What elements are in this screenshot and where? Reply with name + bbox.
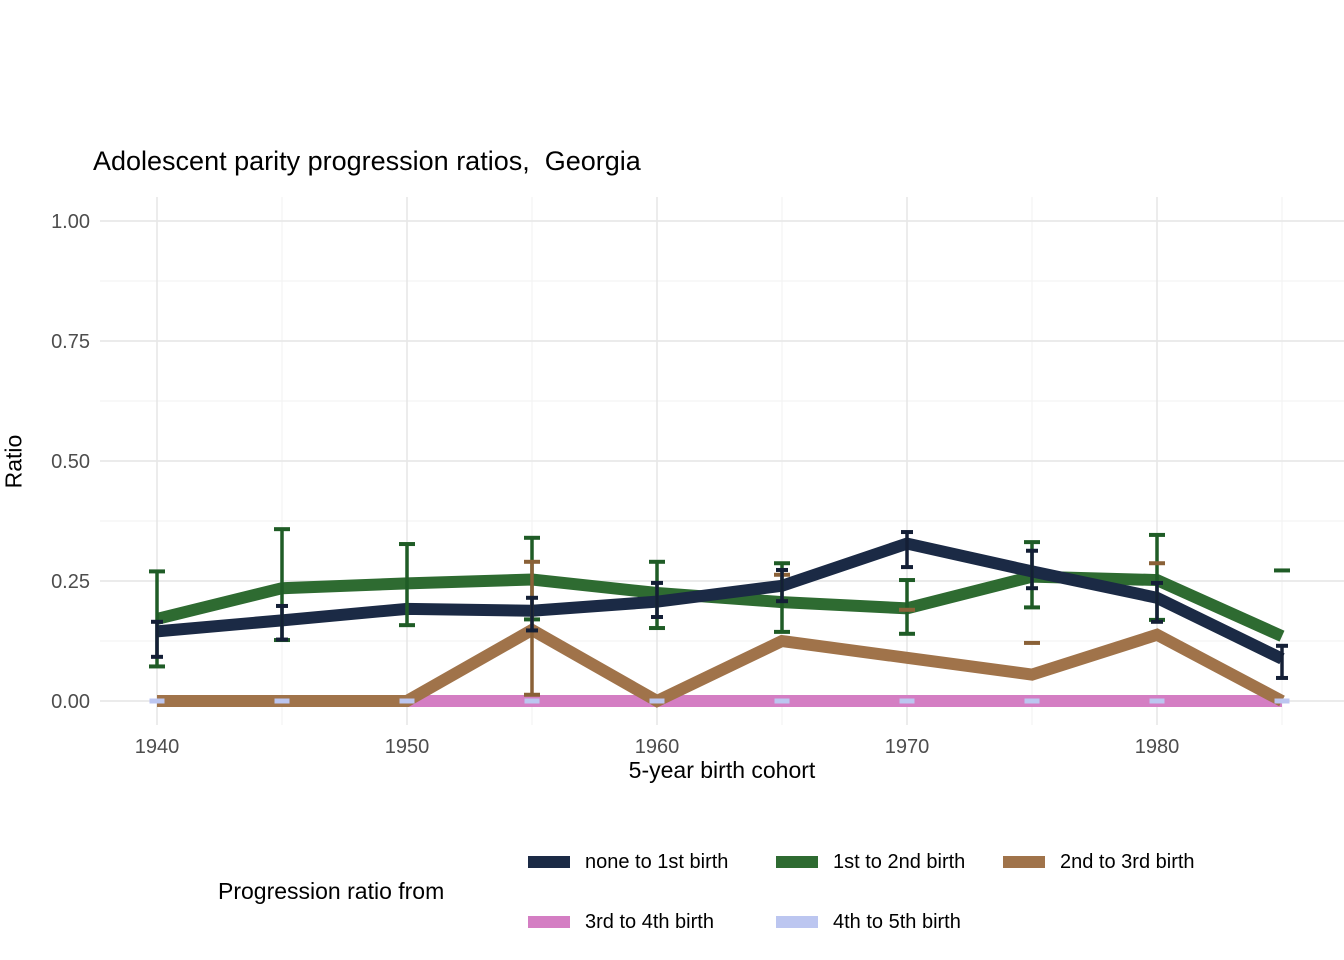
legend-key-swatch — [528, 856, 570, 868]
y-tick-label: 0.50 — [51, 451, 90, 473]
legend-title: Progression ratio from — [218, 878, 445, 904]
y-tick-label: 0.75 — [51, 331, 90, 353]
legend-item-label: 1st to 2nd birth — [833, 850, 966, 873]
y-tick-label: 0.25 — [51, 571, 90, 593]
legend-item-1st-to-2nd-birth: 1st to 2nd birth — [776, 850, 965, 874]
legend-item-4th-to-5th-birth: 4th to 5th birth — [776, 910, 961, 934]
y-axis-title: Ratio — [0, 434, 27, 489]
legend-item-none-to-1st-birth: none to 1st birth — [528, 850, 728, 874]
x-tick-label: 1970 — [885, 736, 930, 758]
legend-item-label: 3rd to 4th birth — [585, 910, 714, 933]
x-tick-label: 1980 — [1135, 736, 1180, 758]
legend-item-label: 4th to 5th birth — [833, 910, 961, 933]
legend-key-swatch — [1003, 856, 1045, 868]
legend-key-swatch — [776, 856, 818, 868]
x-tick-label: 1960 — [635, 736, 680, 758]
legend-key-swatch — [776, 916, 818, 928]
legend-item-2nd-to-3rd-birth: 2nd to 3rd birth — [1003, 850, 1195, 874]
x-axis-title: 5-year birth cohort — [628, 757, 816, 783]
x-tick-labels: 1940 1950 1960 1970 1980 — [135, 736, 1180, 758]
chart-title: Adolescent parity progression ratios, Ge… — [93, 146, 641, 176]
legend-item-label: none to 1st birth — [585, 850, 729, 873]
series-errorbars-none-to-1st-birth — [151, 530, 1288, 680]
y-tick-label: 1.00 — [51, 211, 90, 233]
y-tick-labels: 0.00 0.25 0.50 0.75 1.00 — [51, 211, 90, 713]
series-line-2nd-to-3rd-birth — [157, 623, 1285, 708]
series-line-none-to-1st-birth — [156, 537, 1285, 665]
x-tick-label: 1950 — [385, 736, 430, 758]
legend-item-label: 2nd to 3rd birth — [1060, 850, 1195, 873]
legend-key-swatch — [528, 916, 570, 928]
legend-item-3rd-to-4th-birth: 3rd to 4th birth — [528, 910, 714, 934]
x-tick-label: 1940 — [135, 736, 180, 758]
gridlines — [100, 197, 1344, 725]
y-tick-label: 0.00 — [51, 691, 90, 713]
